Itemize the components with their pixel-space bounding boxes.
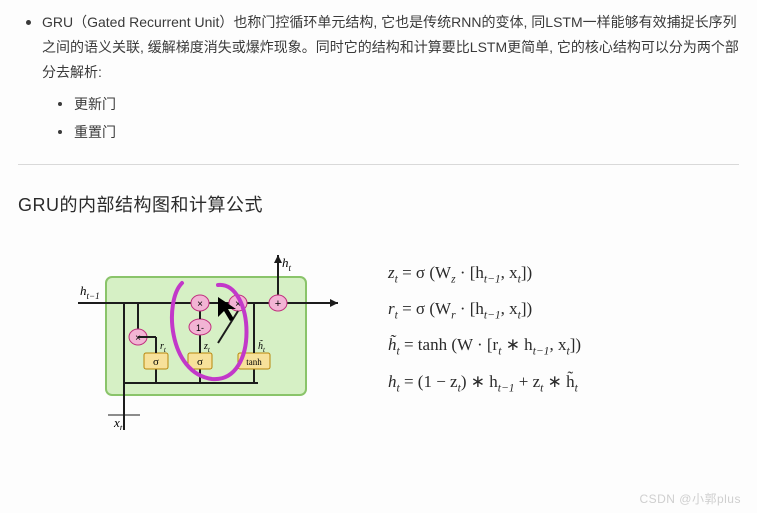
xin-label: xt	[113, 415, 123, 430]
hout-label: ht	[282, 255, 292, 273]
sub-bullet-update: 更新门	[56, 90, 739, 118]
hprev-label: ht−1	[80, 283, 100, 301]
eq-h: ht = (1 − zt) ∗ ht−1 + zt ∗ h̃t	[388, 372, 728, 394]
arrow-right	[330, 299, 338, 307]
sigma-label-2: σ	[197, 356, 203, 368]
section-heading: GRU的内部结构图和计算公式	[18, 191, 739, 217]
gru-diagram: σ σ tanh × 1- × × + rt zt h̃t ht−	[78, 255, 338, 430]
equation-block: zt = σ (Wz · [ht−1, xt]) rt = σ (Wr · [h…	[388, 263, 728, 409]
plus-label: +	[275, 298, 281, 310]
intro-text: GRU（Gated Recurrent Unit）也称门控循环单元结构, 它也是…	[42, 14, 739, 80]
section-divider	[18, 164, 739, 165]
watermark: CSDN @小郭plus	[639, 490, 741, 507]
sub-bullet-reset: 重置门	[56, 118, 739, 146]
mul-label-2: ×	[197, 299, 203, 310]
oneminus-label: 1-	[196, 323, 204, 333]
mul-label-1: ×	[135, 333, 141, 344]
figure-row: σ σ tanh × 1- × × + rt zt h̃t ht−	[18, 245, 739, 465]
sigma-label-1: σ	[153, 356, 159, 368]
intro-list: GRU（Gated Recurrent Unit）也称门控循环单元结构, 它也是…	[24, 10, 739, 146]
intro-bullet: GRU（Gated Recurrent Unit）也称门控循环单元结构, 它也是…	[24, 10, 739, 146]
intro-sublist: 更新门 重置门	[56, 90, 739, 146]
eq-z: zt = σ (Wz · [ht−1, xt])	[388, 263, 728, 285]
eq-r: rt = σ (Wr · [ht−1, xt])	[388, 299, 728, 321]
arrow-up	[274, 255, 282, 263]
eq-htilde: h̃t = tanh (W · [rt ∗ ht−1, xt])	[388, 335, 728, 357]
tanh-label: tanh	[246, 357, 262, 367]
